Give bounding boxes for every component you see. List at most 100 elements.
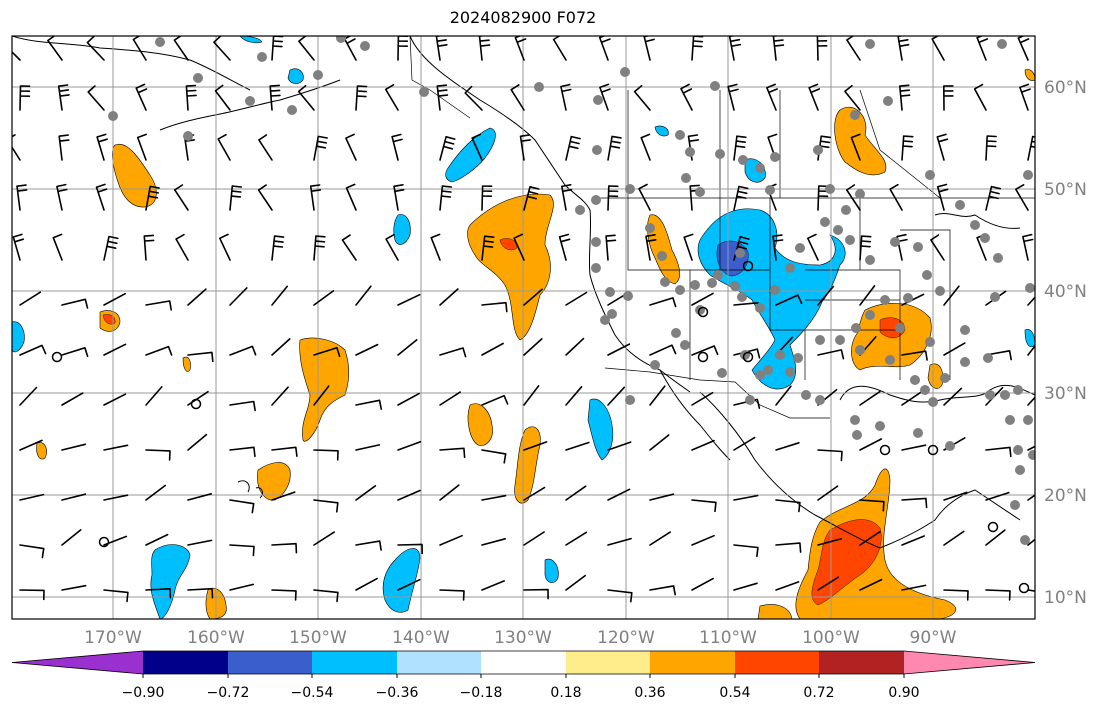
observation-dot — [1005, 415, 1015, 425]
wind-barb — [96, 133, 108, 161]
observation-dot — [675, 285, 685, 295]
wind-barb — [313, 346, 341, 358]
wind-barb — [57, 84, 70, 111]
wind-barb — [145, 484, 166, 501]
observation-dot — [745, 395, 755, 405]
wind-barb — [61, 298, 89, 309]
calm-wind-circle — [697, 306, 709, 318]
wind-barb — [145, 449, 171, 461]
wind-barb — [985, 589, 1011, 601]
wind-barb — [143, 234, 155, 261]
wind-barb — [733, 236, 750, 261]
wind-barb — [61, 529, 82, 546]
observation-dot — [813, 145, 823, 155]
wind-barb — [523, 486, 546, 501]
coast-siberia — [12, 36, 251, 91]
wind-barb — [343, 36, 357, 61]
observation-dot — [913, 242, 923, 252]
observation-dot — [645, 223, 655, 233]
wind-barb — [313, 135, 328, 161]
observation-dot — [680, 340, 690, 350]
observation-dot — [855, 189, 865, 199]
wind-barb — [850, 133, 861, 161]
observation-dot — [607, 309, 617, 319]
wind-barb — [691, 36, 704, 61]
wind-barb — [187, 433, 208, 451]
calm-wind-circle — [927, 444, 939, 456]
wind-barb — [808, 83, 821, 111]
observation-dot — [1000, 390, 1010, 400]
wind-barb — [481, 235, 495, 261]
wind-barb — [61, 392, 84, 406]
wind-barb — [565, 291, 588, 306]
observation-dot — [675, 130, 685, 140]
fill-red-offshore — [499, 238, 518, 251]
wind-barb — [229, 400, 256, 412]
wind-barb — [901, 293, 925, 306]
fill-orange-tropical-pacific — [467, 403, 493, 446]
wind-barb — [61, 493, 87, 501]
observation-dot — [940, 373, 950, 383]
wind-barb — [649, 585, 676, 596]
wind-barb — [313, 385, 330, 406]
wind-barb — [481, 342, 504, 356]
colorbar-segment — [481, 651, 566, 674]
wind-barb — [1027, 296, 1035, 306]
wind-barb — [397, 339, 418, 356]
wind-barb — [481, 185, 493, 211]
state-line-3 — [719, 198, 771, 270]
wind-barb — [607, 185, 619, 211]
observation-dot — [1013, 445, 1023, 455]
wind-barb — [691, 499, 717, 513]
wind-barb — [229, 185, 243, 211]
observation-dot — [852, 430, 862, 440]
wind-barb — [19, 344, 47, 356]
wind-barb — [565, 135, 581, 161]
wind-barb — [1022, 233, 1034, 261]
lon-label: 150°W — [289, 628, 347, 648]
observation-dot — [880, 295, 890, 305]
wind-barb — [772, 234, 784, 261]
wind-barb — [565, 574, 586, 591]
wind-barb — [103, 494, 129, 501]
observation-dot — [855, 345, 865, 355]
wind-barb — [397, 441, 422, 451]
wind-barb — [187, 493, 212, 501]
observation-dot — [710, 81, 720, 91]
coast-aleutians — [159, 79, 341, 131]
wind-barb — [16, 184, 28, 211]
wind-barb — [271, 36, 284, 61]
observation-dot — [625, 184, 635, 194]
colorbar-segment — [312, 651, 397, 674]
wind-barb — [607, 537, 632, 546]
observation-dot — [922, 270, 932, 280]
observation-dot — [850, 110, 860, 120]
observation-dot — [360, 41, 370, 51]
wind-barb — [313, 499, 339, 513]
wind-barb — [733, 544, 759, 558]
wind-barb — [598, 36, 611, 61]
wind-barb — [943, 491, 968, 501]
observation-dot — [925, 337, 935, 347]
wind-barb — [145, 588, 172, 599]
observation-dot — [980, 233, 990, 243]
observation-dot — [955, 200, 965, 210]
wind-barb — [816, 36, 828, 61]
observation-dot — [770, 285, 780, 295]
observation-dot — [765, 185, 775, 195]
cb-tick-label: −0.54 — [291, 685, 334, 701]
fill-blue-small-5 — [287, 68, 304, 84]
fill-orange-small-2 — [36, 442, 47, 460]
observation-dot — [155, 37, 165, 47]
wind-barb — [439, 391, 461, 406]
observation-dot — [575, 205, 585, 215]
wind-barb — [514, 36, 527, 61]
wind-barb — [439, 484, 460, 501]
wind-barb — [846, 36, 861, 61]
observation-dot — [825, 184, 835, 194]
wind-barb — [901, 390, 923, 406]
wind-barb — [680, 83, 693, 111]
wind-barb — [187, 351, 214, 363]
observation-dot — [336, 36, 346, 43]
wind-barb — [397, 36, 409, 61]
